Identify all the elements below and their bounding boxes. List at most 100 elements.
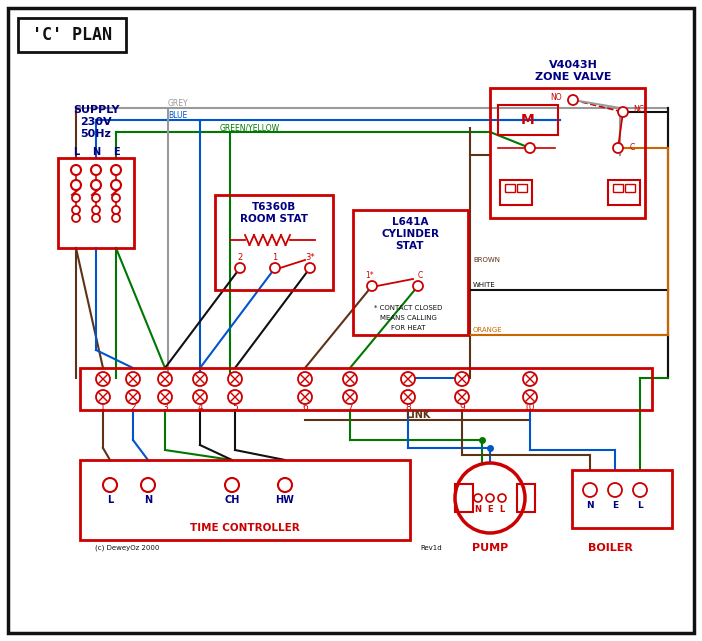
Circle shape bbox=[158, 390, 172, 404]
Circle shape bbox=[228, 372, 242, 386]
Circle shape bbox=[401, 372, 415, 386]
Circle shape bbox=[498, 494, 506, 502]
Circle shape bbox=[112, 214, 120, 222]
Text: 1: 1 bbox=[272, 253, 277, 263]
Text: 230V: 230V bbox=[80, 117, 112, 127]
Text: CYLINDER: CYLINDER bbox=[381, 229, 439, 239]
Text: 'C' PLAN: 'C' PLAN bbox=[32, 26, 112, 44]
Circle shape bbox=[608, 483, 622, 497]
Text: E: E bbox=[487, 506, 493, 515]
Circle shape bbox=[158, 372, 172, 386]
Text: ORANGE: ORANGE bbox=[473, 327, 503, 333]
Bar bbox=[613, 184, 623, 192]
Circle shape bbox=[72, 206, 80, 214]
Circle shape bbox=[270, 263, 280, 273]
Text: L: L bbox=[73, 147, 79, 157]
Circle shape bbox=[523, 372, 537, 386]
Text: 10: 10 bbox=[524, 403, 536, 413]
Circle shape bbox=[228, 390, 242, 404]
Bar bbox=[80, 368, 652, 410]
Text: L: L bbox=[499, 506, 505, 515]
Circle shape bbox=[91, 165, 101, 175]
Text: CH: CH bbox=[225, 495, 239, 505]
Circle shape bbox=[525, 143, 535, 153]
Circle shape bbox=[235, 263, 245, 273]
Bar bbox=[500, 180, 532, 205]
Bar bbox=[353, 210, 468, 335]
Text: * CONTACT CLOSED: * CONTACT CLOSED bbox=[373, 305, 442, 311]
Circle shape bbox=[71, 180, 81, 190]
Bar bbox=[490, 88, 645, 218]
Text: HW: HW bbox=[276, 495, 294, 505]
Circle shape bbox=[72, 194, 80, 202]
Bar bbox=[58, 158, 134, 248]
Circle shape bbox=[455, 463, 525, 533]
Text: STAT: STAT bbox=[396, 241, 424, 251]
Bar bbox=[608, 180, 640, 205]
Circle shape bbox=[583, 483, 597, 497]
Circle shape bbox=[455, 372, 469, 386]
Text: BROWN: BROWN bbox=[473, 257, 500, 263]
Circle shape bbox=[474, 494, 482, 502]
Text: E: E bbox=[612, 501, 618, 510]
Text: M: M bbox=[521, 113, 535, 127]
Text: L: L bbox=[637, 501, 643, 510]
Circle shape bbox=[92, 206, 100, 214]
Circle shape bbox=[91, 180, 101, 190]
Circle shape bbox=[367, 281, 377, 291]
Circle shape bbox=[278, 478, 292, 492]
Text: PUMP: PUMP bbox=[472, 543, 508, 553]
Text: ZONE VALVE: ZONE VALVE bbox=[535, 72, 611, 82]
Circle shape bbox=[111, 180, 121, 190]
Circle shape bbox=[613, 143, 623, 153]
Text: 2: 2 bbox=[130, 403, 135, 413]
Text: SUPPLY: SUPPLY bbox=[73, 105, 119, 115]
Circle shape bbox=[96, 390, 110, 404]
Circle shape bbox=[298, 372, 312, 386]
Circle shape bbox=[193, 372, 207, 386]
Text: BLUE: BLUE bbox=[168, 112, 187, 121]
Circle shape bbox=[343, 372, 357, 386]
Circle shape bbox=[92, 214, 100, 222]
Text: MEANS CALLING: MEANS CALLING bbox=[380, 315, 437, 321]
Circle shape bbox=[72, 214, 80, 222]
Text: C: C bbox=[418, 271, 423, 279]
Circle shape bbox=[193, 390, 207, 404]
Bar bbox=[455, 484, 473, 512]
Bar bbox=[572, 470, 672, 528]
Bar bbox=[505, 184, 515, 192]
Text: L641A: L641A bbox=[392, 217, 428, 227]
Bar bbox=[517, 184, 527, 192]
Bar bbox=[625, 184, 635, 192]
Circle shape bbox=[298, 390, 312, 404]
Text: 8: 8 bbox=[405, 403, 411, 413]
Text: 2: 2 bbox=[237, 253, 243, 263]
Text: L: L bbox=[107, 495, 113, 505]
Circle shape bbox=[126, 372, 140, 386]
Text: NO: NO bbox=[550, 92, 562, 101]
Circle shape bbox=[112, 206, 120, 214]
Bar bbox=[80, 460, 410, 540]
Text: V4043H: V4043H bbox=[548, 60, 597, 70]
Text: E: E bbox=[113, 147, 119, 157]
Circle shape bbox=[126, 390, 140, 404]
Text: 5: 5 bbox=[232, 403, 238, 413]
Text: 1*: 1* bbox=[366, 271, 374, 279]
Bar bbox=[498, 105, 558, 135]
Text: 7: 7 bbox=[347, 403, 353, 413]
Circle shape bbox=[523, 390, 537, 404]
Text: 3: 3 bbox=[162, 403, 168, 413]
Text: NC: NC bbox=[633, 106, 644, 115]
Text: GREEN/YELLOW: GREEN/YELLOW bbox=[220, 124, 280, 133]
Circle shape bbox=[103, 478, 117, 492]
Text: 9: 9 bbox=[459, 403, 465, 413]
Text: BOILER: BOILER bbox=[588, 543, 633, 553]
Text: N: N bbox=[144, 495, 152, 505]
Circle shape bbox=[618, 107, 628, 117]
Circle shape bbox=[455, 390, 469, 404]
Circle shape bbox=[71, 165, 81, 175]
Text: C: C bbox=[630, 144, 635, 153]
Text: N: N bbox=[586, 501, 594, 510]
Text: Rev1d: Rev1d bbox=[420, 545, 442, 551]
Bar bbox=[215, 195, 333, 290]
